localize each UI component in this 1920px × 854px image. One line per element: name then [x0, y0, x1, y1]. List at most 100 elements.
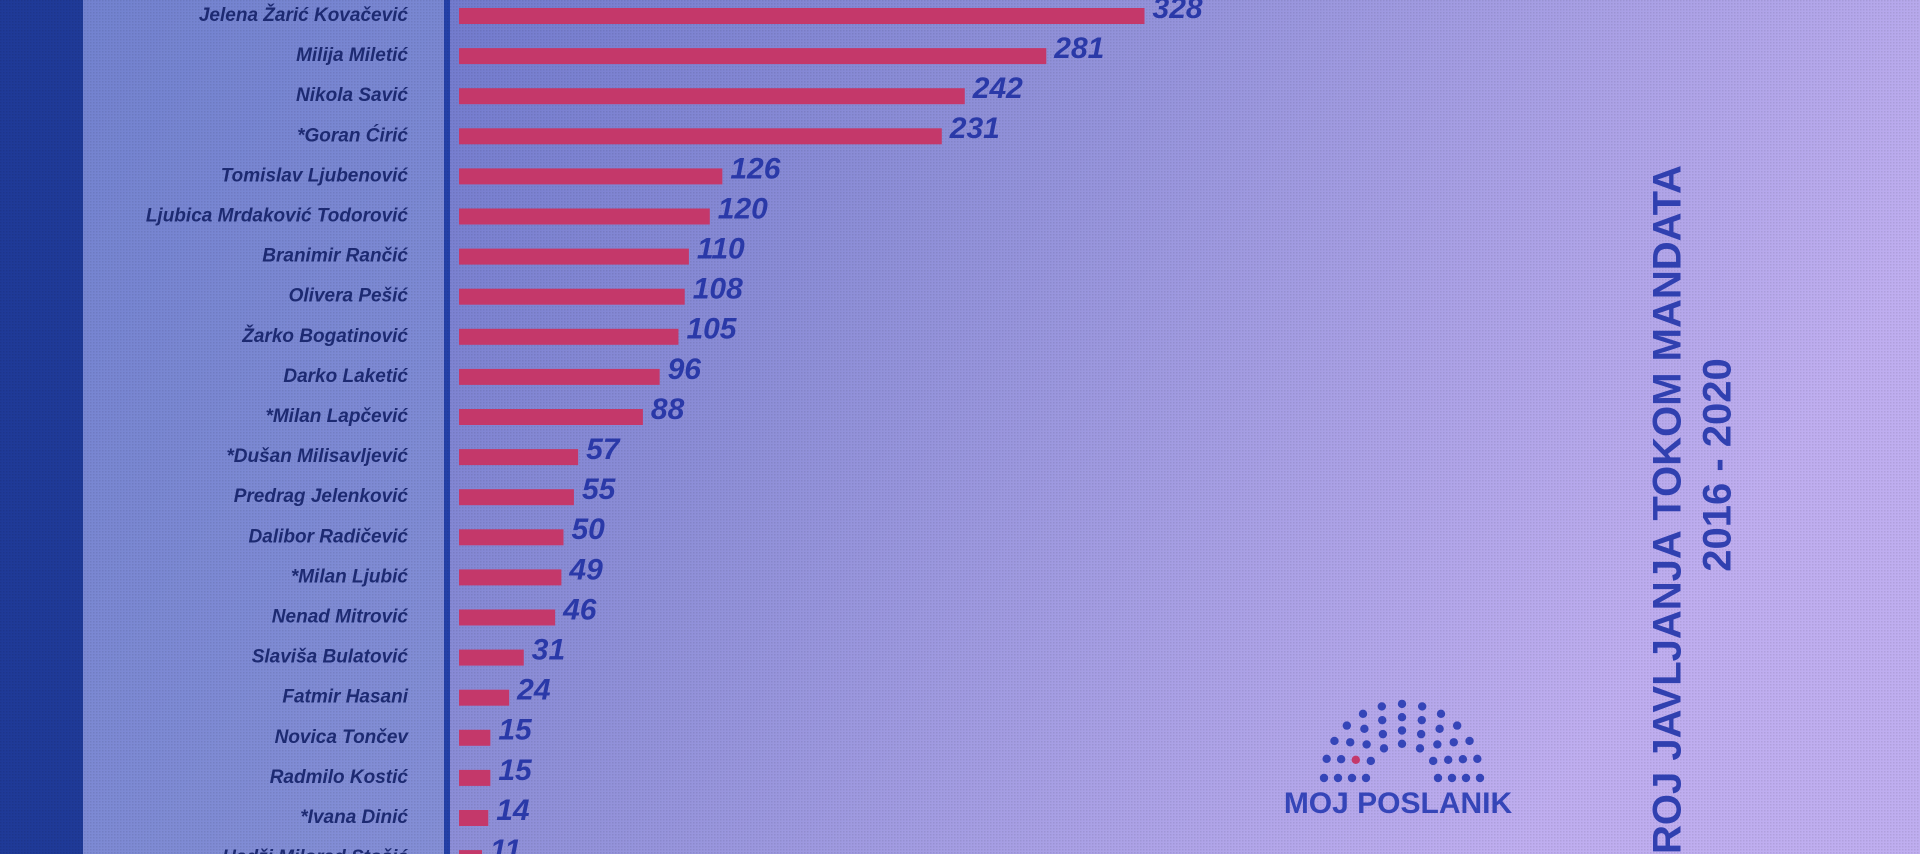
bar — [459, 48, 1047, 65]
category-label: Slaviša Bulatović — [252, 647, 409, 668]
logo-dot — [1416, 729, 1426, 739]
value-label: 88 — [651, 393, 685, 426]
logo-dot — [1417, 702, 1427, 711]
bar — [459, 288, 685, 305]
logo-dot — [1449, 738, 1458, 747]
bar — [459, 729, 491, 746]
logo-dot — [1461, 773, 1471, 783]
value-label: 110 — [697, 233, 745, 266]
category-label: Žarko Bogatinović — [241, 325, 408, 347]
value-label: 328 — [1153, 0, 1203, 25]
logo-dot — [1378, 729, 1388, 739]
logo-dot — [1347, 773, 1357, 783]
category-label: Novica Tončev — [275, 727, 410, 748]
bar — [459, 609, 556, 626]
bar — [459, 328, 679, 345]
logo-dot — [1333, 773, 1343, 783]
category-label: Nenad Mitrović — [272, 607, 409, 628]
category-label: *Ivana Dinić — [300, 807, 408, 828]
value-label: 11 — [490, 834, 521, 854]
logo-dot — [1435, 724, 1444, 734]
logo-dot — [1322, 754, 1331, 764]
side-subtitle: 2016 - 2020 — [1696, 358, 1740, 572]
logo-dot — [1417, 715, 1426, 725]
logo-dot — [1433, 773, 1443, 783]
category-label: Tomislav Ljubenović — [221, 165, 409, 186]
bar — [459, 128, 942, 145]
logo-dot — [1473, 754, 1482, 764]
logo-dot — [1465, 736, 1474, 746]
logo-dot — [1475, 773, 1485, 783]
category-label: Fatmir Hasani — [282, 687, 408, 708]
category-label: Hadži Milorad Stošić — [222, 847, 408, 854]
category-label: *Milan Ljubić — [291, 566, 409, 587]
logo-dot — [1330, 736, 1339, 746]
bar — [459, 529, 564, 546]
value-label: 281 — [1053, 32, 1104, 65]
logo-dot — [1397, 699, 1407, 709]
category-label: Predrag Jelenković — [234, 486, 409, 507]
value-label: 50 — [572, 513, 606, 546]
logo-dot — [1436, 709, 1446, 719]
category-label: Dalibor Radičević — [249, 526, 409, 547]
logo-dot — [1428, 756, 1438, 766]
logo-dot — [1378, 715, 1387, 725]
bar — [459, 449, 579, 466]
category-label: Nikola Savić — [296, 85, 408, 106]
value-label: 31 — [532, 634, 565, 667]
logo-dot — [1443, 755, 1453, 765]
logo-dot — [1415, 744, 1425, 753]
logo — [1319, 699, 1485, 783]
bar — [459, 850, 482, 854]
logo-dot — [1433, 740, 1442, 749]
logo-dot — [1397, 713, 1407, 722]
bar — [459, 810, 489, 826]
value-label: 108 — [693, 273, 743, 306]
side-title: ROJ JAVLJANJA TOKOM MANDATA — [1646, 165, 1690, 854]
logo-dot — [1452, 721, 1462, 730]
bar — [459, 88, 965, 105]
value-label: 96 — [668, 353, 702, 386]
value-label: 231 — [949, 112, 1000, 145]
logo-dot — [1397, 739, 1407, 748]
logo-dot — [1360, 724, 1369, 734]
logo-dot — [1447, 773, 1457, 783]
value-label: 105 — [686, 313, 737, 346]
logo-dot — [1358, 709, 1368, 719]
value-label: 15 — [498, 754, 533, 787]
logo-dot — [1458, 755, 1468, 764]
value-label: 126 — [730, 152, 780, 185]
logo-dot — [1379, 744, 1389, 753]
category-label: Ljubica Mrdaković Todorović — [146, 206, 409, 227]
bar — [459, 168, 723, 185]
category-label: *Goran Ćirić — [297, 124, 408, 146]
category-label: Branimir Rančić — [262, 246, 408, 267]
logo-dot — [1342, 721, 1352, 730]
bar — [459, 409, 643, 425]
bar — [459, 689, 510, 706]
logo-text: MOJ POSLANIK — [1284, 787, 1513, 820]
value-label: 24 — [516, 674, 551, 707]
value-label: 14 — [496, 794, 530, 827]
bar — [459, 208, 710, 225]
category-label: Darko Laketić — [283, 366, 408, 387]
logo-dot — [1351, 755, 1361, 765]
value-label: 57 — [586, 433, 621, 466]
bar — [459, 649, 524, 666]
category-label: Milija Miletić — [296, 45, 408, 66]
bar — [459, 368, 660, 385]
bar — [459, 769, 491, 786]
value-label: 55 — [582, 473, 617, 506]
bar — [459, 8, 1145, 24]
logo-dot — [1397, 726, 1407, 735]
value-label: 46 — [562, 593, 597, 626]
category-label: Radmilo Kostić — [270, 767, 409, 788]
bar — [459, 489, 574, 506]
value-label: 15 — [498, 714, 533, 747]
logo-dot — [1319, 773, 1329, 783]
value-label: 49 — [568, 553, 603, 586]
category-label: *Dušan Milisavljević — [226, 446, 408, 467]
